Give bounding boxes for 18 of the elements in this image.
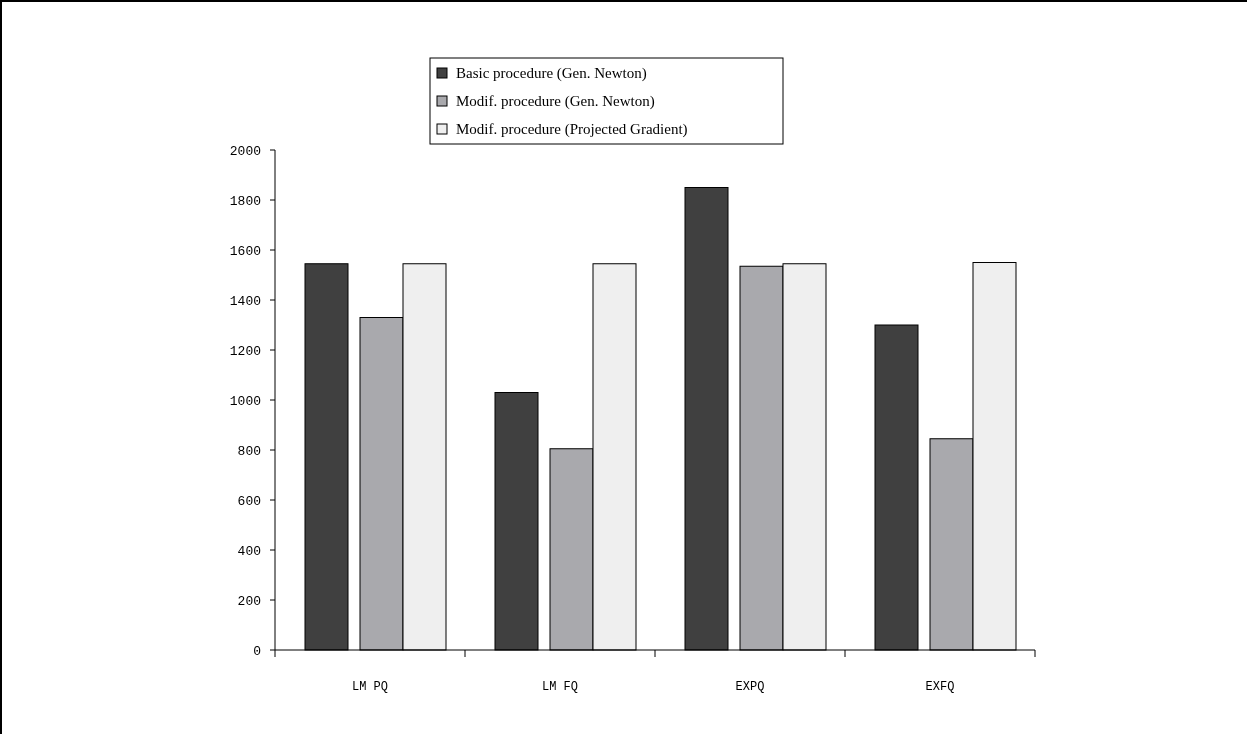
y-tick-label: 2000 bbox=[229, 143, 261, 159]
y-tick-label: 0 bbox=[253, 643, 261, 659]
x-tick-label: EXPQ bbox=[735, 680, 765, 694]
y-tick-label: 1200 bbox=[229, 343, 261, 359]
y-tick-label: 400 bbox=[237, 543, 261, 559]
legend-label: Basic procedure (Gen. Newton) bbox=[456, 65, 647, 83]
y-tick-label: 200 bbox=[237, 593, 261, 609]
y-tick-label: 800 bbox=[237, 443, 261, 459]
y-tick-label: 1800 bbox=[229, 193, 261, 209]
x-tick-label: LM PQ bbox=[351, 680, 389, 694]
y-tick-label: 1400 bbox=[229, 293, 261, 309]
x-tick-label: EXFQ bbox=[925, 680, 955, 694]
y-tick-label: 600 bbox=[237, 493, 261, 509]
y-tick-label: 1000 bbox=[229, 393, 261, 409]
legend-label: Modif. procedure (Gen. Newton) bbox=[456, 93, 655, 111]
y-tick-label: 1600 bbox=[229, 243, 261, 259]
x-tick-label: LM FQ bbox=[541, 680, 579, 694]
legend-label: Modif. procedure (Projected Gradient) bbox=[456, 121, 688, 139]
